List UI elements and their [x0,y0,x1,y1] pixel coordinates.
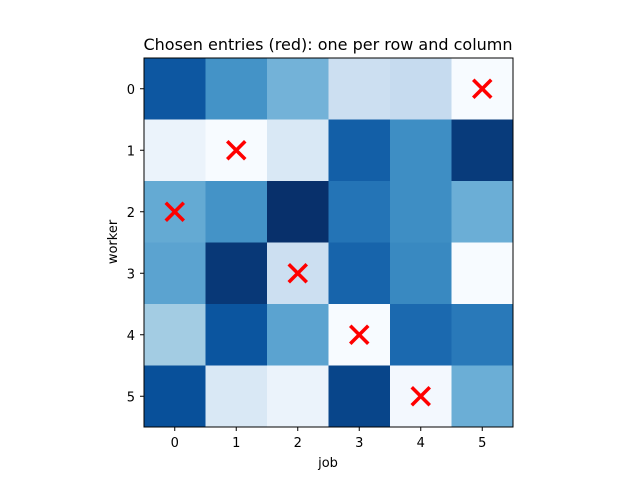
heatmap-cell [267,181,329,243]
x-tick-label: 5 [478,436,486,451]
heatmap-cell [267,365,329,428]
heatmap-cells [144,58,514,428]
y-axis: 0 1 2 3 4 5 [127,83,144,405]
y-tick-label: 1 [127,144,135,159]
y-tick-label: 5 [127,390,135,405]
heatmap-cell [451,181,514,243]
heatmap-cell [390,304,452,366]
heatmap-cell [328,365,391,428]
chosen-marker [410,386,431,407]
heatmap-cell [451,304,514,366]
heatmap-cell [390,181,452,243]
x-tick-label: 0 [171,436,179,451]
heatmap-cell [328,58,391,120]
heatmap-cell [328,119,391,182]
heatmap-cell [390,119,452,182]
heatmap-cell [205,58,268,120]
heatmap-cell [267,119,329,182]
x-axis-label: job [317,456,338,471]
heatmap-cell [205,365,268,428]
y-tick-label: 0 [127,83,135,98]
chosen-marker [472,78,493,99]
chosen-marker [226,140,247,161]
y-tick-label: 2 [127,206,135,221]
heatmap-cell [328,242,391,305]
y-tick-label: 3 [127,267,135,282]
chosen-marker [349,324,370,345]
chosen-marker [287,263,308,284]
heatmap-cell [144,119,206,182]
x-tick-label: 1 [232,436,240,451]
heatmap-cell [205,304,268,366]
heatmap-cell [451,365,514,428]
x-tick-label: 4 [417,436,425,451]
y-axis-label: worker [106,219,121,264]
heatmap-cell [144,365,206,428]
heatmap-cell [328,181,391,243]
chart-title: Chosen entries (red): one per row and co… [143,35,512,54]
heatmap-cell [390,242,452,305]
heatmap-cell [451,242,514,305]
heatmap-cell [451,119,514,182]
heatmap-cell [390,58,452,120]
heatmap-cell [205,181,268,243]
heatmap-cell [205,242,268,305]
heatmap-cell [144,242,206,305]
heatmap-cell [267,58,329,120]
plot-frame [143,57,514,428]
chosen-marker [164,201,185,222]
heatmap-cell [144,304,206,366]
heatmap-cell [144,58,206,120]
x-tick-label: 2 [294,436,302,451]
chosen-markers [164,78,493,407]
y-tick-label: 4 [127,329,135,344]
heatmap-cell [267,304,329,366]
x-axis: 0 1 2 3 4 5 [171,427,486,451]
x-tick-label: 3 [355,436,363,451]
